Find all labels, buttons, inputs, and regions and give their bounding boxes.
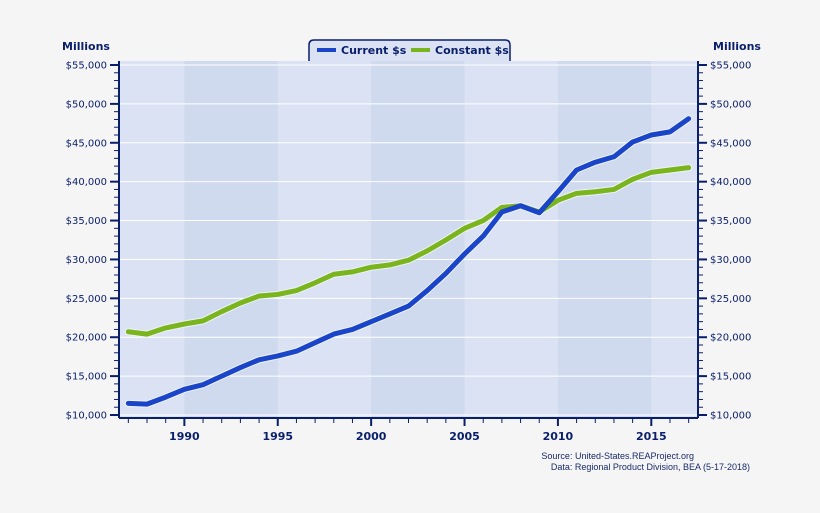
y-tick-label-right: $50,000 — [710, 99, 751, 110]
y-tick-label-left: $40,000 — [66, 177, 107, 188]
y-tick-label-left: $45,000 — [66, 138, 107, 149]
x-tick-label: 2015 — [636, 430, 667, 443]
series-line-constant — [125, 165, 692, 337]
y-tick-label-right: $10,000 — [710, 411, 751, 422]
y-axis-label-left: Millions — [62, 40, 110, 53]
y-tick-label-left: $55,000 — [66, 61, 107, 72]
legend-swatch-current — [317, 48, 336, 52]
data-credit-text: Data: Regional Product Division, BEA (5-… — [551, 462, 750, 472]
y-tick-label-left: $15,000 — [66, 372, 107, 383]
y-tick-label-left: $35,000 — [66, 216, 107, 227]
series-line-current — [125, 116, 692, 407]
shaded-band — [557, 61, 652, 418]
shaded-band — [184, 61, 278, 418]
y-tick-label-right: $20,000 — [710, 333, 751, 344]
y-axis-label-right: Millions — [713, 40, 761, 53]
legend-label-current: Current $s — [341, 44, 407, 57]
y-tick-label-right: $30,000 — [710, 255, 751, 266]
source-text: Source: United-States.REAProject.org — [541, 451, 694, 461]
y-tick-label-right: $40,000 — [710, 177, 751, 188]
y-tick-label-right: $45,000 — [710, 138, 751, 149]
x-tick-label: 1990 — [169, 430, 200, 443]
legend: Current $s Constant $s — [308, 39, 511, 61]
legend-label-constant: Constant $s — [435, 44, 509, 57]
x-tick-label: 2010 — [543, 430, 574, 443]
y-tick-label-left: $10,000 — [66, 411, 107, 422]
x-tick-label: 2000 — [356, 430, 387, 443]
y-tick-label-right: $15,000 — [710, 372, 751, 383]
x-tick-label: 2005 — [449, 430, 480, 443]
y-tick-label-left: $25,000 — [66, 294, 107, 305]
y-tick-label-right: $55,000 — [710, 61, 751, 72]
y-tick-label-right: $25,000 — [710, 294, 751, 305]
y-tick-label-right: $35,000 — [710, 216, 751, 227]
y-tick-label-left: $30,000 — [66, 255, 107, 266]
y-tick-label-left: $20,000 — [66, 333, 107, 344]
legend-swatch-constant — [411, 48, 430, 52]
y-tick-label-left: $50,000 — [66, 99, 107, 110]
x-tick-label: 1995 — [262, 430, 293, 443]
